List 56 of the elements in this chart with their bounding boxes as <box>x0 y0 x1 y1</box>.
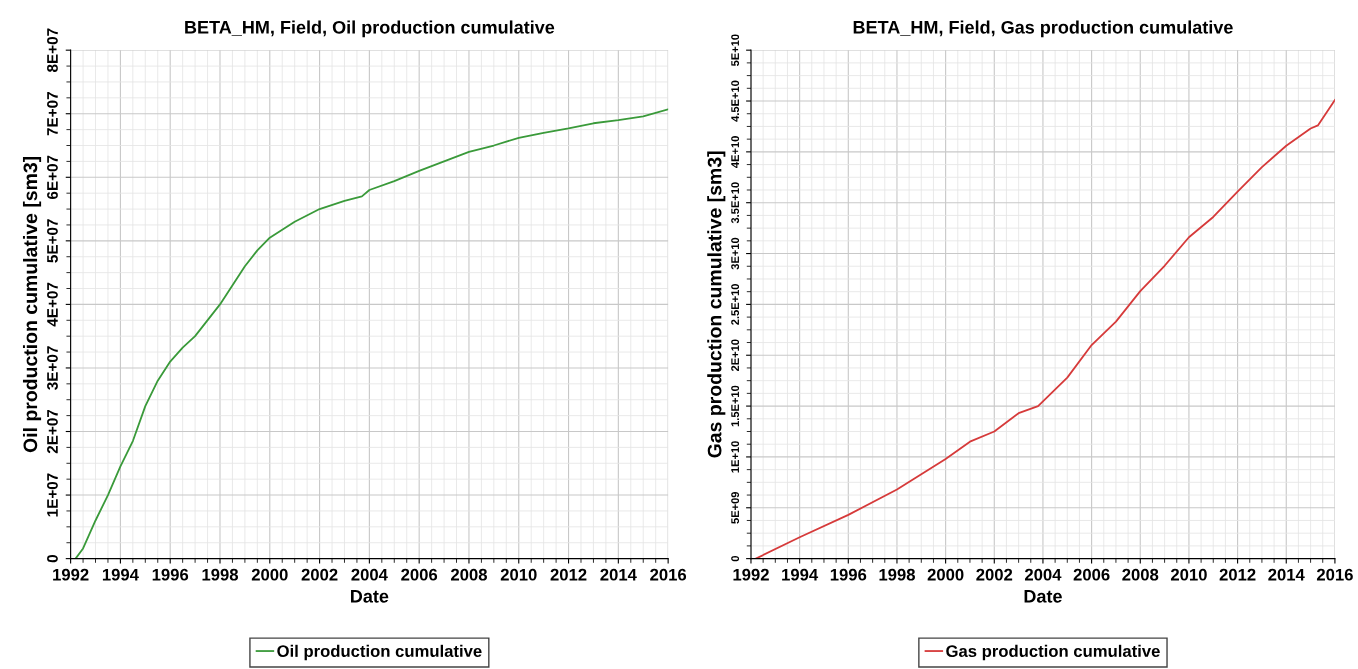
x-tick-label: 2014 <box>1268 568 1305 581</box>
y-tick-label: 2.5E+10 <box>731 284 740 325</box>
y-tick-label: 2E+07 <box>47 409 58 454</box>
x-tick-label: 2000 <box>927 568 964 581</box>
chart-title: BETA_HM, Field, Gas production cumulative <box>853 20 1233 38</box>
x-tick-label: 1994 <box>782 568 819 581</box>
x-tick-label: 2014 <box>600 568 637 581</box>
x-tick-label: 2016 <box>1316 568 1353 581</box>
x-tick-label: 2000 <box>251 568 288 581</box>
y-tick-label: 1E+10 <box>731 441 740 473</box>
x-tick-label: 2012 <box>1219 568 1256 581</box>
x-tick-label: 2016 <box>650 568 687 581</box>
x-tick-label: 1994 <box>102 568 139 581</box>
y-tick-label: 3.5E+10 <box>731 182 740 224</box>
y-tick-label: 0 <box>47 554 58 563</box>
y-tick-label: 3E+07 <box>47 346 58 390</box>
y-tick-label: 5E+10 <box>731 34 740 67</box>
y-tick-label: 5E+09 <box>731 491 740 524</box>
x-tick-label: 2004 <box>351 568 388 581</box>
y-tick-label: 1E+07 <box>47 473 58 517</box>
y-tick-label: 8E+07 <box>47 28 58 72</box>
x-tick-label: 2006 <box>401 568 438 581</box>
y-axis-title: Gas production cumulative [sm3] <box>707 151 726 458</box>
x-tick-label: 2010 <box>1170 568 1207 581</box>
x-tick-label: 1998 <box>879 568 915 581</box>
line-series <box>754 99 1335 559</box>
y-tick-label: 4.5E+10 <box>731 80 740 122</box>
line-series <box>74 108 669 559</box>
y-tick-label: 1.5E+10 <box>731 385 740 427</box>
y-tick-label: 5E+07 <box>47 219 58 263</box>
x-axis-title: Date <box>351 590 389 603</box>
x-tick-label: 2002 <box>301 568 338 581</box>
x-tick-label: 1992 <box>733 568 769 581</box>
y-tick-label: 4E+07 <box>47 282 58 327</box>
legend-label: Gas production cumulative <box>946 644 1160 661</box>
x-tick-label: 2008 <box>1122 568 1159 581</box>
x-tick-label: 1998 <box>202 568 239 581</box>
y-tick-label: 0 <box>731 555 740 562</box>
x-tick-label: 2006 <box>1073 568 1110 581</box>
x-tick-label: 2012 <box>550 568 587 581</box>
x-tick-label: 2008 <box>451 568 487 581</box>
y-tick-label: 2E+10 <box>731 339 740 372</box>
x-tick-label: 2010 <box>500 568 537 581</box>
x-tick-label: 1996 <box>830 568 867 581</box>
y-tick-label: 3E+10 <box>731 237 740 270</box>
y-tick-label: 7E+07 <box>47 92 58 136</box>
legend-label: Oil production cumulative <box>277 644 482 661</box>
chart-title: BETA_HM, Field, Oil production cumulative <box>185 20 555 38</box>
y-tick-label: 6E+07 <box>47 155 58 200</box>
x-tick-label: 2004 <box>1024 568 1062 581</box>
y-axis-title: Oil production cumulative [sm3] <box>22 156 42 453</box>
x-tick-label: 1996 <box>152 568 189 581</box>
x-tick-label: 1992 <box>53 568 89 581</box>
x-tick-label: 2002 <box>976 568 1013 581</box>
y-tick-label: 4E+10 <box>731 136 740 168</box>
x-axis-title: Date <box>1024 590 1062 603</box>
